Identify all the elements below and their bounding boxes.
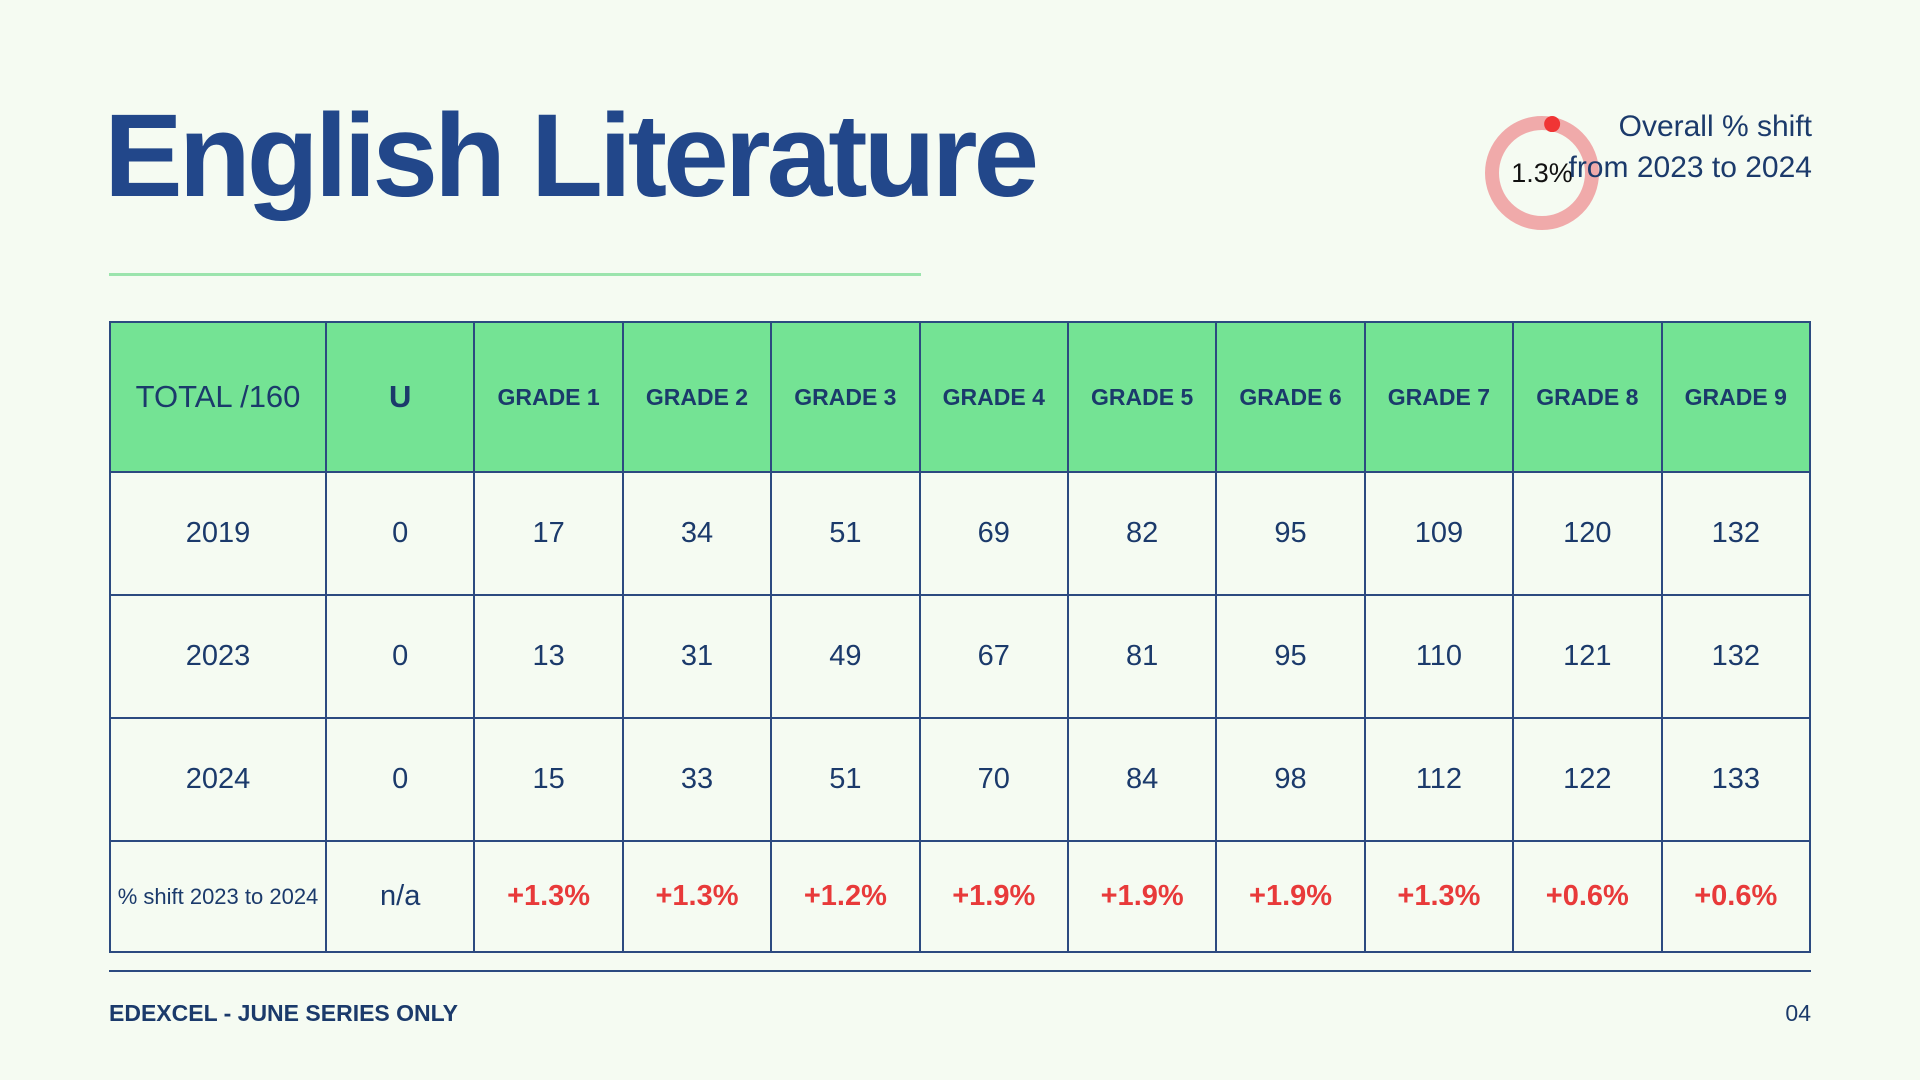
table-cell: 121 [1512,594,1663,719]
row-year: 2024 [109,717,327,842]
column-header: GRADE 2 [621,321,773,473]
table-cell: 51 [770,717,921,842]
footer-divider [109,970,1811,972]
table-cell: 0 [324,594,476,719]
title-divider [109,273,921,276]
table-cell: 110 [1363,594,1515,719]
column-header: TOTAL /160 [109,321,327,473]
table-cell: 33 [621,717,773,842]
page-title: English Literature [104,90,1039,222]
table-cell: 109 [1363,471,1515,596]
shift-cell: +0.6% [1660,840,1812,953]
shift-row: % shift 2023 to 2024 n/a +1.3% +1.3% +1.2% +1… [109,840,1812,953]
row-year: 2019 [109,471,327,596]
shift-cell: +1.9% [1066,840,1218,953]
column-header: GRADE 7 [1363,321,1515,473]
table-row: 2023 0 13 31 49 67 81 95 110 121 132 [109,594,1812,719]
column-header: GRADE 6 [1215,321,1366,473]
table-cell: 132 [1660,471,1812,596]
table-cell: 34 [621,471,773,596]
column-header: GRADE 1 [473,321,624,473]
table-cell: 122 [1512,717,1663,842]
shift-row-label: % shift 2023 to 2024 [109,840,327,953]
table-cell: 95 [1215,594,1366,719]
table-cell: 13 [473,594,624,719]
donut-marker [1544,116,1561,133]
shift-cell: +1.3% [621,840,773,953]
shift-cell: +1.9% [918,840,1069,953]
table-cell: 120 [1512,471,1663,596]
overall-shift-value: 1.3% [1511,157,1573,188]
column-header: GRADE 4 [918,321,1069,473]
table-cell: 95 [1215,471,1366,596]
row-year: 2023 [109,594,327,719]
shift-cell: n/a [324,840,476,953]
table-cell: 0 [324,471,476,596]
column-header: GRADE 5 [1066,321,1218,473]
table-cell: 133 [1660,717,1812,842]
table-row: 2019 0 17 34 51 69 82 95 109 120 132 [109,471,1812,596]
table-cell: 81 [1066,594,1218,719]
table-cell: 98 [1215,717,1366,842]
table-cell: 132 [1660,594,1812,719]
table-cell: 31 [621,594,773,719]
overall-shift-donut [1485,116,1599,230]
column-header: U [324,321,476,473]
shift-cell: +1.3% [1363,840,1515,953]
table-cell: 112 [1363,717,1515,842]
column-header: GRADE 9 [1660,321,1812,473]
shift-cell: +1.9% [1215,840,1366,953]
table-cell: 51 [770,471,921,596]
footer-label: EDEXCEL - JUNE SERIES ONLY [109,1000,458,1026]
table-cell: 0 [324,717,476,842]
column-header: GRADE 3 [770,321,921,473]
table-cell: 67 [918,594,1069,719]
overall-shift-caption: Overall % shift from 2023 to 2024 [1568,110,1812,184]
donut-ring [1485,116,1599,230]
table-cell: 15 [473,717,624,842]
table-cell: 84 [1066,717,1218,842]
table-cell: 49 [770,594,921,719]
column-header: GRADE 8 [1512,321,1663,473]
shift-cell: +1.2% [770,840,921,953]
table-row: 2024 0 15 33 51 70 84 98 112 122 133 [109,717,1812,842]
shift-cell: +0.6% [1512,840,1663,953]
table-cell: 17 [473,471,624,596]
table-cell: 69 [918,471,1069,596]
shift-cell: +1.3% [473,840,624,953]
table-cell: 70 [918,717,1069,842]
table-cell: 82 [1066,471,1218,596]
page-number: 04 [1785,1000,1811,1026]
